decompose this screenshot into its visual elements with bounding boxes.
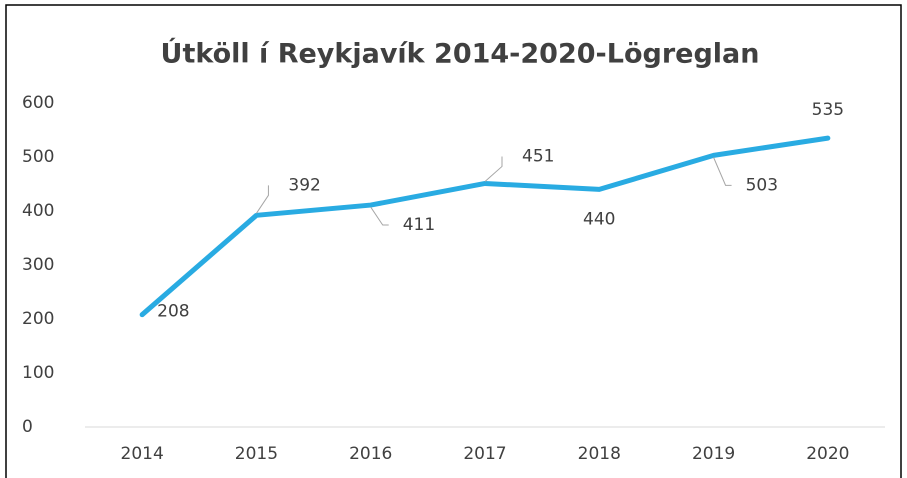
x-tick-label: 2020 bbox=[806, 444, 849, 464]
leader-line bbox=[256, 185, 269, 214]
data-label: 411 bbox=[403, 215, 435, 235]
y-tick-label: 600 bbox=[22, 93, 54, 113]
chart-title: Útköll í Reykjavík 2014-2020-Lögreglan bbox=[161, 38, 760, 70]
x-tick-label: 2019 bbox=[692, 444, 735, 464]
line bbox=[139, 135, 831, 318]
y-tick-label: 100 bbox=[22, 363, 54, 383]
x-tick-label: 2017 bbox=[463, 444, 506, 464]
y-tick-label: 0 bbox=[22, 417, 33, 437]
data-label: 208 bbox=[157, 302, 189, 322]
y-tick-label: 500 bbox=[22, 147, 54, 167]
y-tick-label: 400 bbox=[22, 201, 54, 221]
data-label: 503 bbox=[746, 175, 778, 195]
x-tick-label: 2015 bbox=[235, 444, 278, 464]
x-tick-label: 2014 bbox=[121, 444, 164, 464]
leader-line bbox=[484, 156, 503, 182]
chart-border bbox=[5, 4, 902, 478]
data-label: 440 bbox=[583, 209, 615, 229]
y-tick-label: 300 bbox=[22, 255, 54, 275]
leader-line bbox=[370, 206, 389, 226]
x-tick-label: 2016 bbox=[349, 444, 392, 464]
data-label: 392 bbox=[288, 175, 320, 195]
leader-line bbox=[713, 157, 732, 186]
x-tick-label: 2018 bbox=[578, 444, 621, 464]
data-label: 535 bbox=[812, 100, 844, 120]
y-tick-label: 200 bbox=[22, 309, 54, 329]
data-label: 451 bbox=[522, 146, 554, 166]
